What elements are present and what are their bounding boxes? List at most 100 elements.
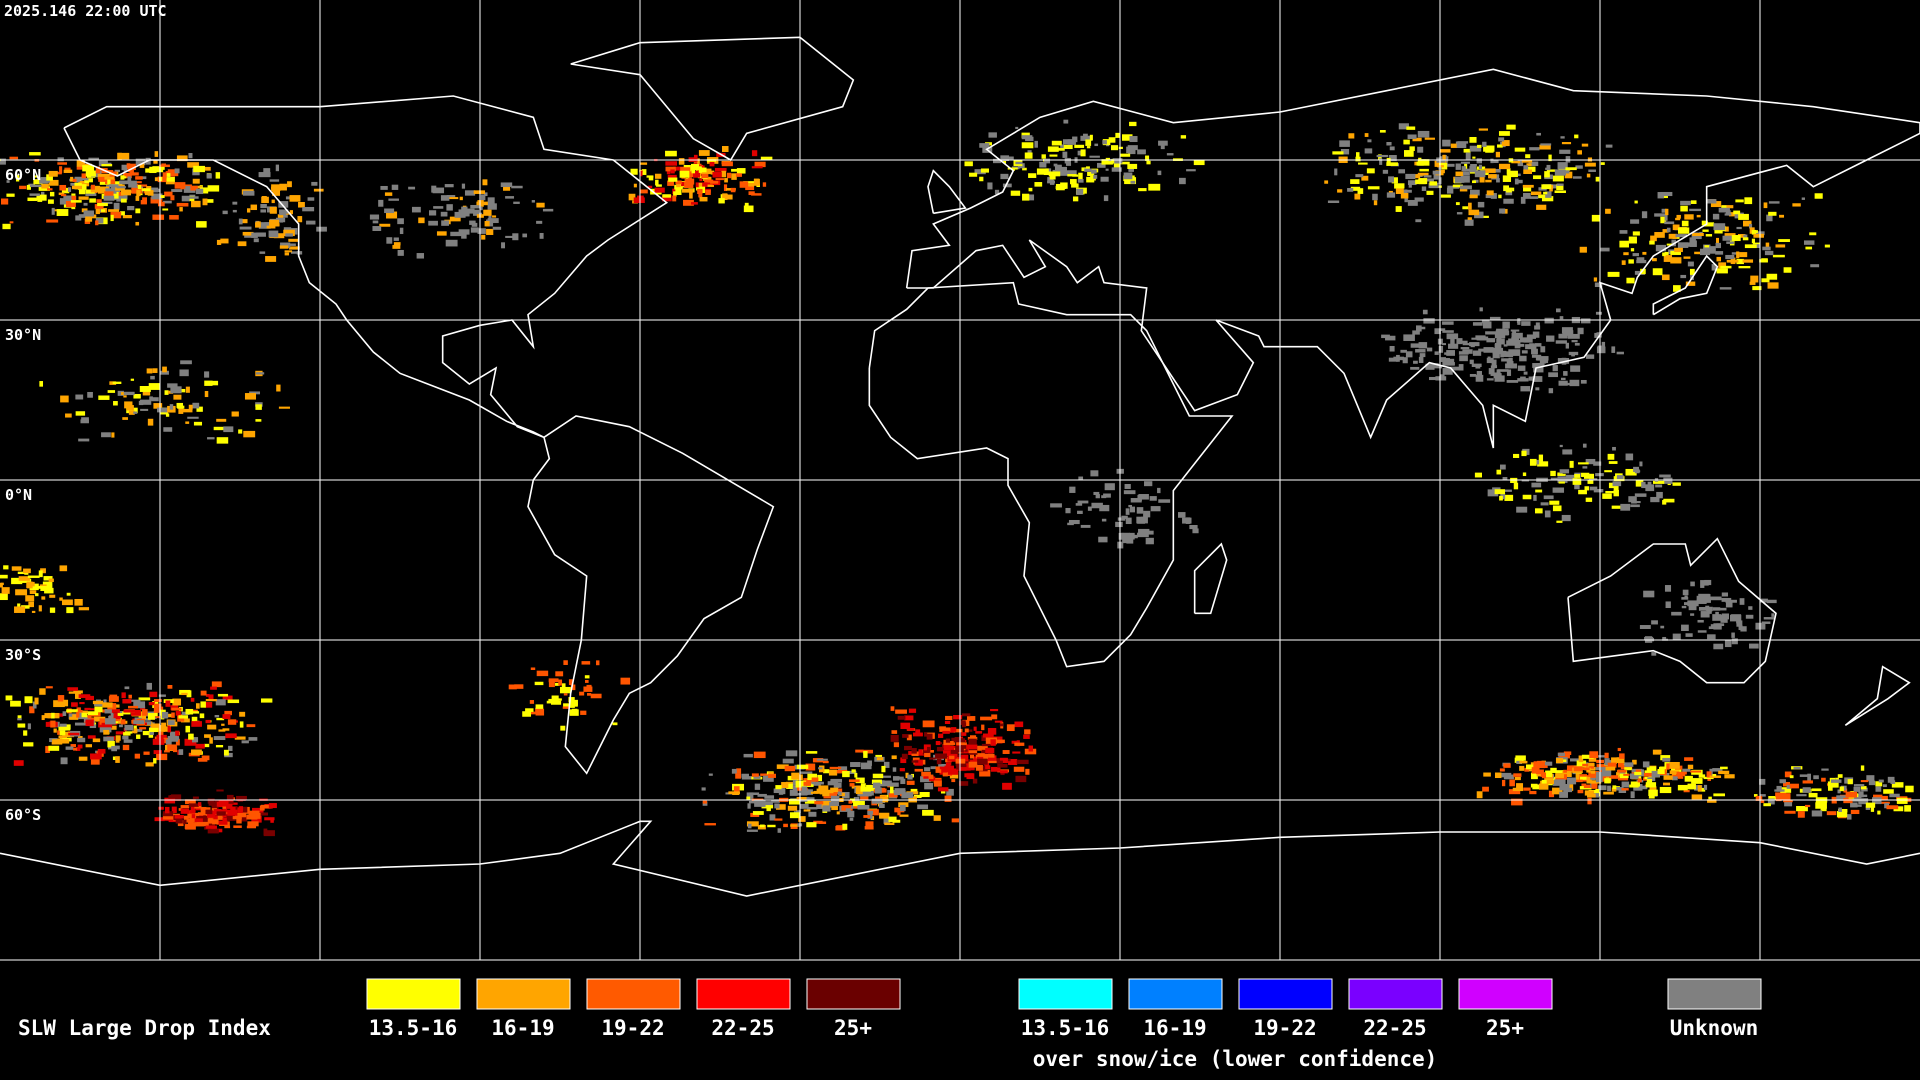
cloud-pixel (154, 151, 159, 157)
cloud-pixel (1483, 145, 1495, 152)
cloud-pixel (1101, 159, 1113, 165)
cloud-pixel (1522, 494, 1532, 500)
cloud-pixel (1441, 343, 1446, 346)
cloud-pixel (1712, 213, 1720, 220)
cloud-pixel (1703, 222, 1715, 227)
cloud-pixel (1339, 140, 1350, 147)
cloud-pixel (501, 242, 506, 249)
cloud-pixel (953, 728, 963, 733)
cloud-pixel (1589, 486, 1598, 491)
cloud-pixel (1837, 789, 1841, 794)
cloud-pixel (924, 732, 928, 737)
cloud-pixel (1605, 144, 1613, 148)
cloud-pixel (37, 199, 43, 202)
cloud-pixel (777, 828, 781, 833)
cloud-pixel (956, 742, 967, 746)
cloud-pixel (260, 698, 273, 703)
cloud-pixel (1034, 182, 1043, 187)
cloud-pixel (767, 824, 776, 828)
cloud-pixel (111, 432, 115, 438)
cloud-pixel (1613, 489, 1619, 497)
cloud-pixel (1582, 763, 1589, 767)
cloud-pixel (29, 590, 37, 594)
cloud-pixel (1619, 240, 1629, 248)
cloud-pixel (1, 587, 10, 594)
cloud-pixel (1585, 775, 1596, 781)
cloud-pixel (1566, 382, 1570, 386)
cloud-pixel (311, 181, 318, 186)
cloud-pixel (1651, 770, 1660, 778)
cloud-pixel (278, 406, 290, 409)
cloud-pixel (853, 800, 865, 807)
cloud-pixel (1616, 351, 1624, 355)
cloud-pixel (691, 169, 696, 174)
cloud-pixel (1094, 143, 1099, 147)
cloud-pixel (959, 736, 964, 740)
cloud-pixel (195, 188, 204, 195)
cloud-pixel (1550, 470, 1556, 477)
cloud-pixel (1124, 483, 1131, 489)
cloud-pixel (1652, 258, 1657, 262)
cloud-pixel (939, 727, 951, 732)
cloud-pixel (1572, 176, 1582, 179)
cloud-pixel (89, 198, 96, 203)
cloud-pixel (193, 165, 205, 173)
cloud-pixel (1429, 376, 1441, 381)
cloud-pixel (27, 723, 31, 730)
cloud-pixel (923, 774, 929, 779)
cloud-pixel (1011, 168, 1015, 171)
cloud-pixel (66, 607, 74, 614)
cloud-pixel (924, 782, 934, 790)
cloud-pixel (107, 390, 116, 393)
cloud-pixel (1548, 154, 1552, 162)
cloud-pixel (1719, 287, 1732, 290)
cloud-pixel (1630, 248, 1635, 252)
cloud-pixel (1710, 201, 1722, 208)
cloud-pixel (1890, 780, 1896, 784)
cloud-pixel (691, 202, 698, 205)
cloud-pixel (200, 690, 207, 696)
cloud-pixel (1648, 795, 1655, 799)
cloud-pixel (17, 723, 26, 728)
cloud-pixel (1496, 328, 1505, 334)
cloud-pixel (766, 806, 771, 812)
cloud-pixel (238, 806, 244, 812)
cloud-pixel (1497, 144, 1503, 148)
cloud-pixel (95, 208, 100, 215)
cloud-pixel (927, 746, 931, 753)
cloud-pixel (1562, 771, 1572, 778)
cloud-pixel (1520, 376, 1526, 382)
cloud-pixel (1838, 807, 1842, 812)
cloud-pixel (864, 826, 874, 830)
cloud-pixel (1573, 766, 1583, 772)
cloud-pixel (120, 211, 125, 216)
cloud-pixel (1421, 186, 1427, 191)
cloud-pixel (222, 210, 228, 215)
cloud-pixel (198, 802, 202, 807)
cloud-pixel (1548, 388, 1554, 394)
cloud-pixel (146, 368, 153, 374)
cloud-pixel (1550, 767, 1557, 773)
cloud-pixel (1621, 260, 1626, 265)
cloud-pixel (165, 739, 172, 745)
cloud-pixel (1585, 497, 1593, 502)
cloud-pixel (285, 243, 296, 246)
cloud-pixel (1469, 165, 1477, 173)
cloud-pixel (104, 718, 116, 725)
cloud-pixel (1502, 477, 1508, 481)
cloud-pixel (1820, 806, 1827, 812)
cloud-pixel (1144, 530, 1154, 535)
cloud-pixel (1768, 796, 1778, 800)
cloud-pixel (735, 773, 742, 779)
cloud-pixel (1523, 371, 1528, 375)
cloud-pixel (1461, 166, 1466, 172)
cloud-pixel (938, 733, 944, 738)
cloud-pixel (1130, 534, 1138, 539)
cloud-pixel (204, 807, 211, 810)
cloud-pixel (811, 780, 816, 785)
cloud-pixel (1457, 141, 1469, 144)
cloud-pixel (964, 747, 968, 752)
cloud-pixel (236, 818, 242, 824)
cloud-pixel (999, 723, 1004, 727)
cloud-pixel (192, 737, 199, 743)
